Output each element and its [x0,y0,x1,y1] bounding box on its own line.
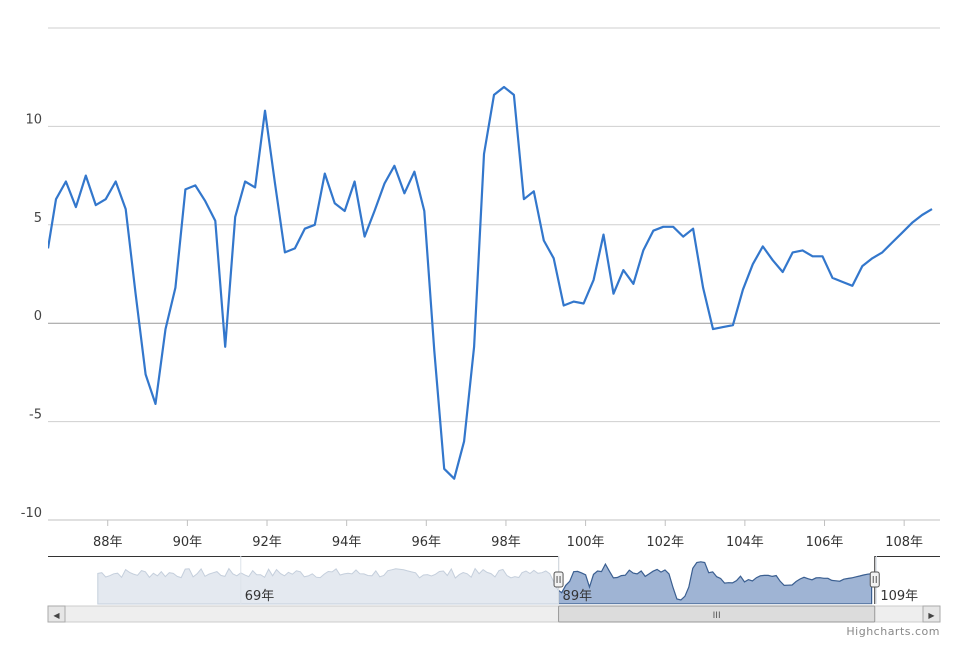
x-tick-label: 98年 [491,535,521,550]
navigator-label: 109年 [880,589,918,604]
series-line[interactable] [48,85,933,480]
y-tick-label: 5 [34,211,42,226]
y-axis: -10 -5 0 5 10 [21,112,42,521]
x-tick-label: 94年 [332,535,362,550]
x-tick-label: 108年 [885,535,923,550]
scroll-button-bg[interactable] [47,605,66,623]
chevron-right-icon: ▶ [928,611,935,620]
scrollbar-thumb[interactable]: III [558,605,876,623]
scrollbar-thumb-body[interactable] [558,605,876,623]
navigator-label: 69年 [245,589,275,604]
y-tick-label: -10 [21,506,42,521]
scrollbar-right-button[interactable]: ▶ [922,605,941,623]
scrollbar-grip-icon: III [713,611,721,621]
navigator-label: 89年 [563,589,593,604]
navigator[interactable]: 69年 89年 109年 [48,556,940,605]
grid-layer [48,27,940,521]
scrollbar[interactable]: ◀ ▶ III [47,605,941,623]
y-tick-label: 0 [34,309,42,324]
scroll-button-bg[interactable] [922,605,941,623]
x-tick-label: 102年 [646,535,684,550]
x-tick-label: 104年 [726,535,764,550]
y-tick-label: 10 [25,112,42,127]
handle-box[interactable] [869,571,880,588]
navigator-selected-series [558,561,873,604]
scrollbar-left-button[interactable]: ◀ [47,605,66,623]
navigator-left-handle[interactable] [553,571,564,588]
x-tick-label: 88年 [93,535,123,550]
chevron-left-icon: ◀ [53,611,60,620]
x-axis: 88年 90年 92年 94年 96年 98年 100年 102年 104年 106年 108年 [48,519,940,550]
handle-box[interactable] [553,571,564,588]
x-tick-label: 106年 [806,535,844,550]
x-tick-label: 96年 [412,535,442,550]
series-layer [48,85,933,480]
x-tick-label: 90年 [173,535,203,550]
y-tick-label: -5 [29,408,42,423]
x-tick-label: 92年 [252,535,282,550]
navigator-right-handle[interactable] [869,571,880,588]
credits-text[interactable]: Highcharts.com [846,625,940,638]
x-tick-label: 100年 [567,535,605,550]
